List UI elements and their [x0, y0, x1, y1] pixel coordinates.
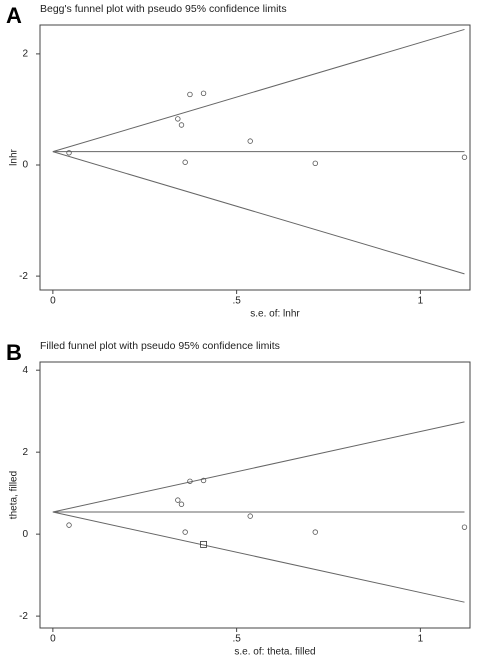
- y-tick-label: 0: [22, 160, 28, 171]
- plot-frame: [39, 361, 471, 629]
- funnel-line: [52, 421, 465, 513]
- y-tick-label: 0: [22, 529, 28, 540]
- funnel-line: [52, 28, 465, 153]
- chart-title: Begg's funnel plot with pseudo 95% confi…: [40, 3, 287, 15]
- study-point: [182, 159, 188, 165]
- study-point: [66, 150, 72, 156]
- x-axis-label: s.e. of: lnhr: [250, 309, 300, 320]
- study-point: [178, 501, 185, 507]
- study-point: [461, 154, 468, 160]
- study-point: [182, 529, 188, 535]
- x-axis-label: s.e. of: theta, filled: [234, 647, 315, 655]
- y-tick-label: 2: [22, 49, 28, 60]
- y-tick-label: 2: [22, 447, 28, 458]
- funnel-line: [52, 511, 465, 603]
- panel-label: A: [6, 3, 22, 28]
- study-point: [200, 477, 207, 484]
- x-tick-label: 0: [50, 296, 56, 307]
- x-tick-label: 1: [418, 634, 424, 645]
- x-tick-label: 1: [418, 296, 424, 307]
- y-axis-label: lnhr: [9, 148, 20, 165]
- y-tick-label: -2: [19, 611, 28, 622]
- study-point: [312, 160, 318, 167]
- chart-title: Filled funnel plot with pseudo 95% confi…: [40, 340, 280, 352]
- study-point: [187, 478, 193, 484]
- study-point: [247, 513, 253, 519]
- x-tick-label: .5: [232, 634, 241, 645]
- study-point: [187, 91, 193, 98]
- study-point: [175, 116, 181, 122]
- study-point: [461, 524, 468, 530]
- y-tick-label: -2: [19, 271, 28, 282]
- y-axis-label: theta, filled: [9, 471, 20, 519]
- study-point: [247, 138, 253, 144]
- x-tick-label: .5: [232, 296, 241, 307]
- study-point: [200, 90, 207, 97]
- study-point: [175, 497, 181, 503]
- imputed-point: [200, 540, 207, 548]
- study-point: [312, 529, 318, 535]
- study-point: [178, 122, 185, 128]
- y-tick-label: 4: [22, 365, 28, 376]
- funnel-line: [52, 151, 465, 275]
- x-tick-label: 0: [50, 634, 56, 645]
- panel-label: B: [6, 340, 22, 365]
- study-point: [66, 522, 72, 528]
- plot-frame: [39, 24, 471, 291]
